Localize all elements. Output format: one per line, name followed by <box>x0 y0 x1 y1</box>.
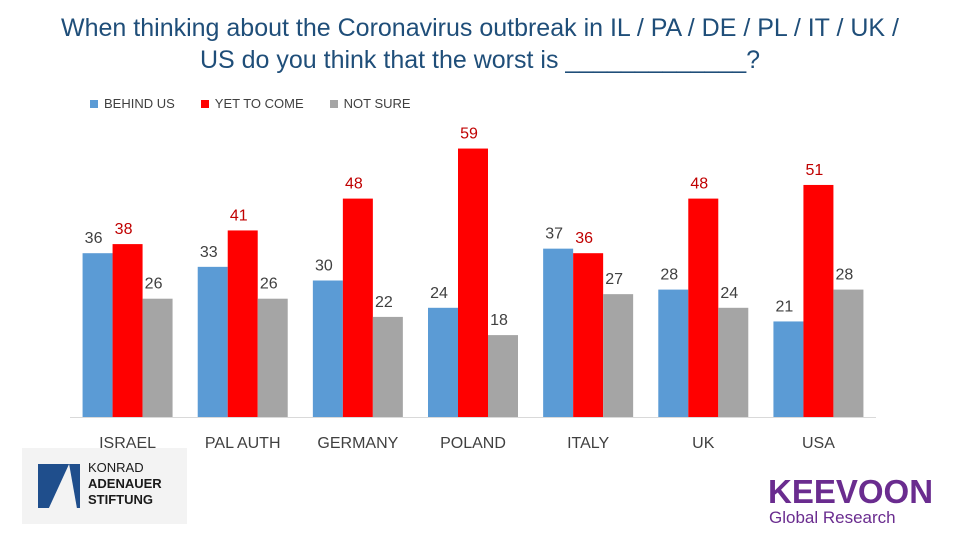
category-label-italy: ITALY <box>567 435 609 452</box>
bar-yet-to-come-israel <box>112 244 143 417</box>
title-line-2: US do you think that the worst is ______… <box>199 46 761 74</box>
bar-yet-to-come-italy <box>573 253 604 417</box>
label-behind-us-israel: 36 <box>85 230 103 247</box>
kas-line-3: STIFTUNG <box>88 492 153 507</box>
bar-not-sure-germany <box>372 316 403 417</box>
category-label-germany: GERMANY <box>317 435 398 452</box>
bar-behind-us-germany <box>312 280 343 417</box>
bar-behind-us-uk <box>658 289 689 417</box>
label-behind-us-pal-auth: 33 <box>200 244 218 261</box>
category-label-uk: UK <box>692 435 715 452</box>
bar-not-sure-italy <box>603 294 634 417</box>
bar-not-sure-poland <box>488 335 518 417</box>
title-line-1: When thinking about the Coronavirus outb… <box>61 14 899 42</box>
bar-yet-to-come-germany <box>342 198 373 417</box>
legend-item-behind-us: BEHIND US <box>90 96 175 111</box>
label-behind-us-germany: 30 <box>315 258 333 275</box>
legend-swatch-not-sure <box>329 99 338 108</box>
label-not-sure-pal-auth: 26 <box>260 276 278 293</box>
bar-not-sure-uk <box>718 307 749 417</box>
label-behind-us-uk: 28 <box>660 267 678 284</box>
konrad-adenauer-stiftung-logo: KONRAD ADENAUER STIFTUNG <box>22 448 187 524</box>
kas-logo-text: KONRAD ADENAUER STIFTUNG <box>88 460 162 508</box>
label-yet-to-come-pal-auth: 41 <box>230 207 248 224</box>
category-label-israel: ISRAEL <box>99 435 156 452</box>
label-yet-to-come-italy: 36 <box>575 230 593 247</box>
label-yet-to-come-usa: 51 <box>806 162 824 179</box>
label-not-sure-poland: 18 <box>490 312 508 329</box>
label-not-sure-germany: 22 <box>375 294 393 311</box>
label-yet-to-come-israel: 38 <box>115 221 133 238</box>
category-label-usa: USA <box>802 435 835 452</box>
label-not-sure-usa: 28 <box>836 267 854 284</box>
legend-swatch-behind-us <box>90 99 98 108</box>
bar-yet-to-come-usa <box>803 184 834 417</box>
keevoon-subtitle: Global Research <box>769 508 896 527</box>
label-yet-to-come-germany: 48 <box>345 176 363 193</box>
label-yet-to-come-poland: 59 <box>460 126 478 143</box>
label-yet-to-come-uk: 48 <box>690 176 708 193</box>
category-label-pal-auth: PAL AUTH <box>205 435 281 452</box>
keevoon-name: KEEVOON <box>768 473 934 510</box>
label-behind-us-poland: 24 <box>430 285 448 302</box>
label-not-sure-israel: 26 <box>145 276 163 293</box>
kas-line-1: KONRAD <box>88 460 144 475</box>
bar-behind-us-italy <box>543 248 574 417</box>
legend-label-yet-to-come: YET TO COME <box>214 96 304 111</box>
legend-item-yet-to-come: YET TO COME <box>200 96 304 111</box>
bar-yet-to-come-uk <box>688 198 719 417</box>
label-not-sure-italy: 27 <box>605 271 623 288</box>
bar-not-sure-usa <box>833 289 864 417</box>
legend-label-behind-us: BEHIND US <box>104 96 175 111</box>
kas-logo-mark-icon <box>38 464 80 508</box>
bar-yet-to-come-pal-auth <box>227 230 258 417</box>
category-label-poland: POLAND <box>440 435 506 452</box>
bar-behind-us-pal-auth <box>197 266 228 417</box>
legend-item-not-sure: NOT SURE <box>329 96 411 111</box>
kas-line-2: ADENAUER <box>88 476 162 491</box>
bar-behind-us-israel <box>82 253 113 417</box>
bar-not-sure-israel <box>142 298 173 417</box>
label-behind-us-usa: 21 <box>776 298 794 315</box>
keevoon-logo: KEEVOON Global Research <box>768 473 938 528</box>
legend-label-not-sure: NOT SURE <box>343 96 411 111</box>
chart-title: When thinking about the Coronavirus outb… <box>0 12 960 76</box>
chart-legend: BEHIND US YET TO COME NOT SURE <box>90 96 411 111</box>
bar-behind-us-usa <box>773 321 804 417</box>
bar-not-sure-pal-auth <box>257 298 288 417</box>
legend-swatch-yet-to-come <box>200 99 209 108</box>
bar-behind-us-poland <box>428 307 458 417</box>
label-not-sure-uk: 24 <box>720 285 738 302</box>
label-behind-us-italy: 37 <box>545 226 563 243</box>
bar-yet-to-come-poland <box>458 148 488 418</box>
